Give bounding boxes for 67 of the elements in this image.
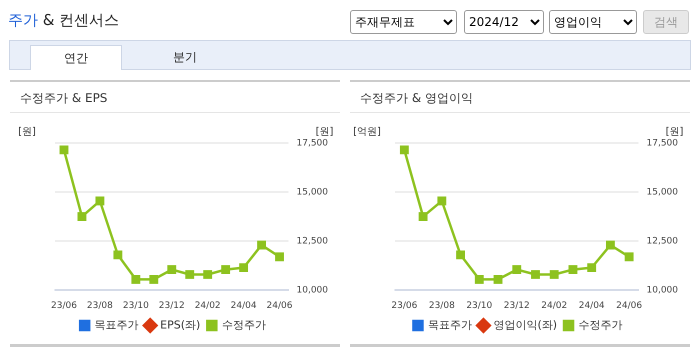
- point: [113, 250, 122, 260]
- x-tick-label: 23/08: [86, 300, 114, 311]
- point: [149, 274, 158, 284]
- point: [95, 196, 104, 206]
- legend-label: 수정주가: [578, 318, 623, 332]
- text: 10,000: [296, 286, 328, 296]
- point: [60, 145, 68, 154]
- x-tick-label: 24/02: [541, 300, 568, 311]
- legend-label: 목표주가: [428, 318, 472, 332]
- y-axis-title: [억원]: [353, 126, 381, 138]
- chart-title: 수정주가 & 영업이익: [360, 90, 473, 107]
- x-tick-label: 23/12: [504, 300, 530, 311]
- x-tick-label: 24/06: [616, 300, 642, 311]
- x-tick-label: 23/06: [51, 300, 78, 311]
- point: [257, 240, 266, 250]
- point: [456, 250, 465, 260]
- chart-title: 수정주가 & EPS: [20, 90, 108, 107]
- point: [131, 274, 140, 284]
- legend-label: 목표주가: [94, 318, 139, 332]
- point: [550, 270, 559, 279]
- point: [512, 265, 522, 274]
- x-tick-label: 24/04: [230, 300, 257, 311]
- text: 분기: [172, 49, 198, 66]
- point: [587, 263, 596, 272]
- x-tick-label: 23/12: [158, 300, 185, 311]
- y-axis-title: [원]: [18, 126, 36, 138]
- text: 연간: [30, 45, 122, 70]
- text: 12,500: [296, 236, 328, 246]
- text: 주재무제표: [350, 10, 457, 34]
- point: [185, 270, 194, 279]
- x-tick-label: 24/02: [194, 300, 221, 311]
- text: 주가 & 컨센서스: [8, 11, 120, 30]
- y2-axis-title: [원]: [316, 126, 334, 138]
- text: 15,000: [296, 187, 328, 198]
- x-tick-label: 23/06: [391, 300, 418, 311]
- point: [531, 270, 540, 279]
- point: [400, 145, 409, 154]
- point: [437, 196, 446, 206]
- text: 검색: [643, 10, 689, 34]
- y2-axis-title: [원]: [666, 126, 684, 138]
- point: [203, 270, 212, 279]
- point: [167, 265, 176, 274]
- legend-label: 수정주가: [222, 318, 266, 332]
- text: 2024/12: [464, 10, 544, 34]
- x-tick-label: 23/10: [122, 300, 150, 311]
- text: 15,000: [646, 187, 678, 198]
- legend-label: 영업이익(좌): [493, 318, 558, 332]
- point: [494, 274, 502, 284]
- legend-label: EPS(좌): [160, 318, 200, 332]
- point: [606, 240, 615, 250]
- text: 영업이익: [549, 10, 637, 34]
- point: [474, 274, 484, 284]
- text: 12,500: [646, 236, 678, 246]
- text: 17,500: [646, 138, 678, 148]
- x-tick-label: 24/06: [266, 300, 293, 311]
- point: [221, 265, 230, 274]
- point: [418, 212, 428, 222]
- x-tick-label: 23/10: [466, 300, 493, 311]
- x-tick-label: 23/08: [428, 300, 456, 311]
- point: [568, 265, 578, 274]
- text: 17,500: [296, 138, 328, 148]
- point: [624, 252, 634, 262]
- x-tick-label: 24/04: [578, 300, 605, 311]
- point: [239, 263, 248, 272]
- point: [275, 252, 284, 262]
- point: [78, 212, 86, 222]
- text: 10,000: [646, 286, 678, 296]
